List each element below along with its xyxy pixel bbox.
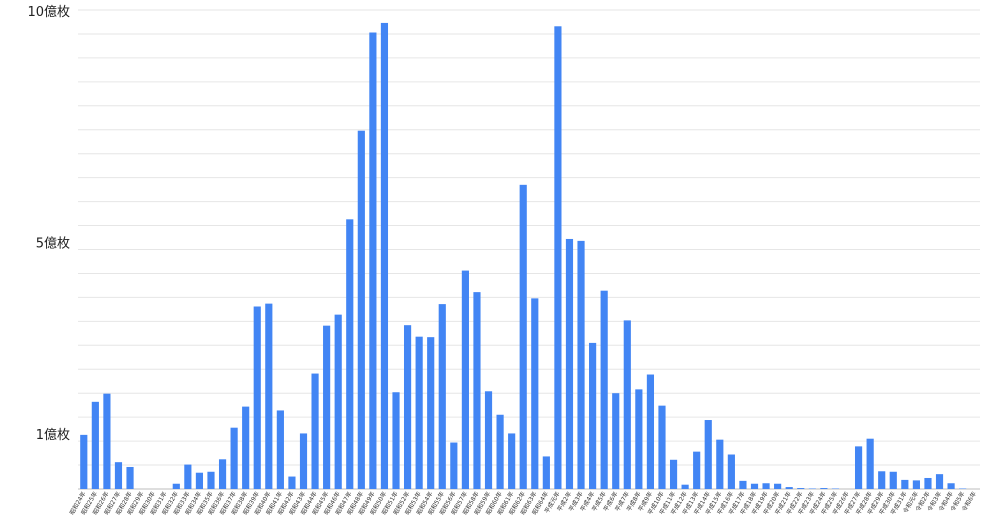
bar: [612, 393, 620, 489]
bar: [947, 483, 955, 489]
bar: [935, 474, 944, 489]
bar: [195, 472, 204, 489]
grid-lines: [78, 9, 980, 490]
bar: [924, 477, 932, 489]
x-axis-category-labels: 昭和24年昭和25年昭和26年昭和27年昭和28年昭和29年昭和30年昭和31年…: [68, 490, 978, 516]
bar: [878, 471, 886, 489]
bar: [797, 488, 805, 489]
bar: [565, 238, 574, 489]
bar: [762, 483, 770, 489]
bar: [473, 292, 481, 489]
bar: [253, 306, 261, 489]
bar: [299, 433, 308, 489]
bar: [346, 219, 354, 489]
bar: [727, 454, 735, 489]
bar: [785, 487, 793, 489]
bar: [334, 314, 342, 489]
bar: [901, 479, 909, 489]
bar: [427, 337, 435, 489]
bar: [716, 439, 724, 489]
bar: [774, 483, 782, 489]
bar: [461, 270, 469, 489]
bars: [80, 22, 967, 490]
bar: [508, 433, 516, 489]
bar: [80, 434, 88, 489]
bar: [380, 22, 389, 490]
bar: [704, 420, 712, 489]
bar: [276, 410, 284, 489]
bar: [484, 391, 493, 489]
bar: [311, 373, 319, 489]
bar: [866, 438, 874, 489]
bar: [554, 26, 562, 489]
bar: [415, 336, 423, 489]
bar: [519, 184, 527, 489]
bar: [531, 298, 539, 489]
bar: [912, 480, 920, 489]
bar: [184, 464, 192, 489]
bar: [854, 446, 863, 489]
bar: [577, 240, 585, 489]
bar: [750, 483, 759, 489]
bar: [496, 414, 504, 489]
bar: [681, 484, 689, 489]
bar: [288, 476, 296, 489]
bar: [542, 456, 550, 489]
bar: [658, 405, 666, 489]
y-tick-label: 10億枚: [27, 4, 70, 20]
bar: [623, 320, 631, 489]
bar: [403, 325, 412, 489]
y-axis-tick-labels: 10億枚 5億枚 1億枚: [27, 4, 70, 443]
bar: [600, 290, 608, 489]
bar: [323, 325, 331, 489]
bar: [693, 451, 701, 489]
bar: [646, 374, 655, 489]
bar: [242, 406, 250, 489]
bar: [589, 342, 597, 489]
bar: [126, 466, 134, 489]
bar: [438, 304, 446, 489]
bar: [91, 401, 99, 489]
bar: [369, 32, 377, 489]
y-tick-label: 5億枚: [36, 236, 70, 252]
bar: [207, 471, 215, 489]
bar: [392, 392, 400, 489]
bar: [357, 130, 365, 489]
bar: [230, 427, 238, 489]
bar: [889, 471, 897, 489]
bar: [669, 459, 678, 489]
bar: [450, 442, 458, 489]
bar: [218, 459, 227, 489]
bar: [739, 480, 747, 489]
bar: [114, 462, 123, 489]
bar: [265, 303, 273, 489]
bar: [172, 483, 180, 489]
y-tick-label: 1億枚: [36, 427, 70, 443]
bar: [635, 389, 643, 489]
bar: [103, 393, 111, 489]
bar: [820, 488, 828, 489]
